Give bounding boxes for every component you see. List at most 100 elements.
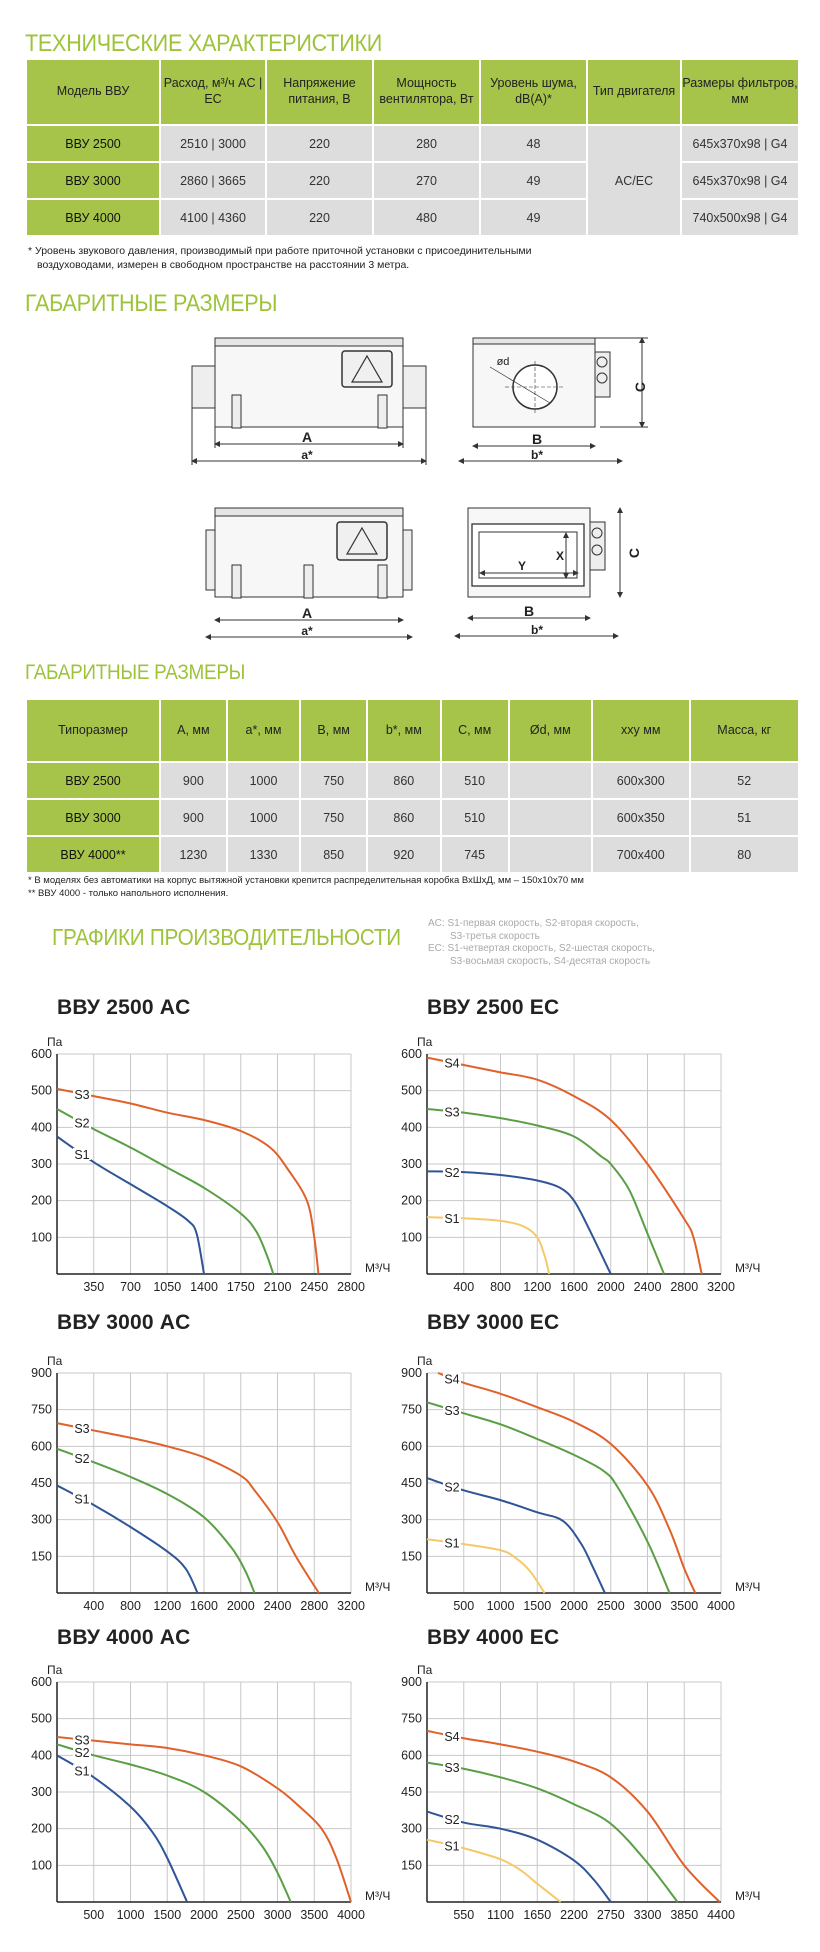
col-voltage: Напряжение питания, В — [267, 60, 372, 124]
x-tick-label: 3000 — [634, 1599, 662, 1613]
x-tick-label: 4000 — [707, 1599, 735, 1613]
dim-label-B: B — [532, 431, 542, 447]
cell: 510 — [441, 800, 508, 835]
series-line-S1 — [56, 1135, 205, 1275]
dim-label-X: X — [556, 549, 564, 563]
x-tick-label: 2500 — [227, 1908, 255, 1922]
x-tick-label: 1000 — [117, 1908, 145, 1922]
legend-line: S3-восьмая скорость, S4-десятая скорость — [450, 955, 651, 967]
speed-legend: AC: S1-первая скорость, S2-вторая скорос… — [428, 918, 655, 968]
chart-svg: 400 800 1200 1600 2000 2400 2800 3200 100 200 300 4… — [401, 1035, 760, 1294]
col-a: a*, мм — [227, 700, 300, 761]
series-label-bg — [72, 1745, 91, 1758]
x-tick-label: 350 — [83, 1280, 104, 1294]
x-tick-label: 1200 — [523, 1280, 551, 1294]
dim-label-d: ød — [497, 356, 510, 368]
x-tick-label: 1500 — [153, 1908, 181, 1922]
cell-power: 280 — [374, 126, 479, 161]
chart-title: ВВУ 4000 EC — [427, 1626, 560, 1649]
y-tick-label: 300 — [401, 1822, 422, 1836]
series-line-S1 — [426, 1216, 551, 1275]
y-tick-label: 400 — [31, 1120, 52, 1134]
x-tick-label: 1050 — [153, 1280, 181, 1294]
y-tick-label: 750 — [31, 1403, 52, 1417]
y-tick-label: 500 — [401, 1084, 422, 1098]
x-tick-label: 1650 — [523, 1908, 551, 1922]
y-tick-label: 100 — [401, 1230, 422, 1244]
end-view-rect-duct — [454, 507, 623, 639]
cell-filter: 740x500x98 | G4 — [682, 200, 798, 235]
y-tick-label: 600 — [401, 1439, 422, 1453]
series-label-bg — [442, 1536, 461, 1549]
chart-svg: 500 1000 1500 2000 2500 3000 3500 4000 100 200 300… — [31, 1663, 390, 1922]
series-label-bg — [442, 1403, 461, 1416]
col-xy: xxy мм — [592, 700, 689, 761]
dim-label-Y: Y — [518, 559, 526, 573]
series-line-S3 — [56, 1422, 320, 1594]
cell: 510 — [441, 763, 508, 798]
y-tick-label: 400 — [401, 1120, 422, 1134]
y-tick-label: 900 — [401, 1366, 422, 1380]
cell: 1000 — [227, 763, 300, 798]
performance-chart: ВВУ 4000 EC 550 1100 1650 2200 2750 3300 3850 44… — [370, 1620, 780, 1930]
x-tick-label: 800 — [120, 1599, 141, 1613]
series-line-S3 — [426, 1108, 665, 1275]
cell-power: 480 — [374, 200, 479, 235]
cell: 1230 — [161, 837, 226, 872]
x-tick-label: 2000 — [227, 1599, 255, 1613]
series-label-bg — [72, 1087, 91, 1100]
end-view-round-duct — [458, 337, 648, 464]
cell-voltage: 220 — [267, 200, 372, 235]
series-label-bg — [72, 1764, 91, 1777]
specs-table: Модель ВВУ Расход, м³/ч AC | EC Напряжен… — [25, 58, 800, 237]
cell: 80 — [690, 837, 798, 872]
series-line-S2 — [56, 1108, 275, 1275]
cell: 52 — [690, 763, 798, 798]
series-label: S3 — [444, 1404, 459, 1418]
x-axis-label: М³/Ч — [735, 1580, 760, 1594]
y-tick-label: 150 — [31, 1549, 52, 1563]
y-tick-label: 300 — [401, 1157, 422, 1171]
y-tick-label: 400 — [31, 1748, 52, 1762]
cell-voltage: 220 — [267, 126, 372, 161]
cell: 600x300 — [592, 763, 689, 798]
x-tick-label: 1100 — [487, 1908, 514, 1922]
electric-hazard-icon — [345, 526, 379, 555]
y-tick-label: 600 — [31, 1047, 52, 1061]
electric-hazard-icon — [350, 354, 384, 383]
cell-noise: 49 — [481, 163, 586, 198]
col-A: A, мм — [161, 700, 226, 761]
x-tick-label: 400 — [83, 1599, 104, 1613]
series-label-bg — [72, 1147, 91, 1160]
col-filter: Размеры фильтров, мм — [682, 60, 798, 124]
cell-noise: 49 — [481, 200, 586, 235]
cell: 750 — [301, 763, 367, 798]
performance-chart: ВВУ 2500 EC 400 800 1200 1600 2000 2400 2800 320… — [370, 990, 780, 1300]
cell: 900 — [161, 800, 226, 835]
series-label-bg — [72, 1116, 91, 1129]
cell: 700x400 — [592, 837, 689, 872]
y-tick-label: 900 — [401, 1675, 422, 1689]
cell-flow: 2510 | 3000 — [161, 126, 265, 161]
dim-label-A: A — [302, 429, 312, 445]
col-mass: Масса, кг — [690, 700, 798, 761]
x-axis-label: М³/Ч — [365, 1580, 390, 1594]
series-label-bg — [442, 1165, 461, 1178]
x-tick-label: 1400 — [190, 1280, 218, 1294]
performance-chart: ВВУ 2500 AC 350 700 1050 1400 1750 2100 2450 280… — [0, 990, 410, 1300]
series-label-bg — [442, 1729, 461, 1742]
cell-size: ВВУ 2500 — [27, 763, 159, 798]
series-line-S3 — [426, 1401, 671, 1594]
unit-dimension-drawings: A a* B b* C ød A a* B b* C X Y — [191, 337, 648, 640]
cell-flow: 2860 | 3665 — [161, 163, 265, 198]
cell: 920 — [368, 837, 440, 872]
y-tick-label: 600 — [401, 1748, 422, 1762]
x-tick-label: 550 — [453, 1908, 474, 1922]
cell: 850 — [301, 837, 367, 872]
dim-label-A: A — [302, 605, 312, 621]
dim-label-a: a* — [301, 448, 313, 462]
drawings-title: ГАБАРИТНЫЕ РАЗМЕРЫ — [25, 290, 278, 317]
x-tick-label: 2100 — [264, 1280, 292, 1294]
chart-svg: 400 800 1200 1600 2000 2400 2800 3200 150 300 450 6… — [31, 1354, 390, 1613]
performance-chart: ВВУ 4000 AC 500 1000 1500 2000 2500 3000 3500 40… — [0, 1620, 410, 1930]
